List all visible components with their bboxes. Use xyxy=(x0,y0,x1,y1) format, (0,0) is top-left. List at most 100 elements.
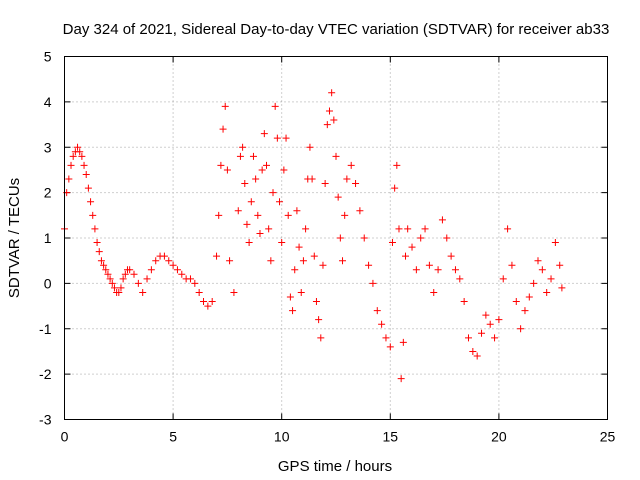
data-point xyxy=(447,252,455,260)
data-point xyxy=(382,334,390,342)
data-point xyxy=(89,211,97,219)
data-point xyxy=(543,288,551,296)
data-point xyxy=(321,180,329,188)
data-point xyxy=(402,252,410,260)
data-point xyxy=(221,102,229,110)
data-point xyxy=(293,207,301,215)
data-point xyxy=(67,161,75,169)
data-point xyxy=(378,320,386,328)
x-tick-label: 0 xyxy=(61,429,69,445)
x-tick-label: 10 xyxy=(274,429,290,445)
data-point xyxy=(121,270,129,278)
data-point xyxy=(249,152,257,160)
data-point xyxy=(102,266,110,274)
data-point xyxy=(295,243,303,251)
data-point xyxy=(299,257,307,265)
series-sdtvar xyxy=(61,89,566,383)
data-point xyxy=(91,225,99,233)
data-point xyxy=(434,266,442,274)
data-point xyxy=(521,307,529,315)
data-point xyxy=(223,166,231,174)
data-point xyxy=(186,275,194,283)
data-point xyxy=(84,184,92,192)
data-point xyxy=(119,275,127,283)
data-point xyxy=(412,266,420,274)
data-point xyxy=(464,334,472,342)
data-point xyxy=(315,316,323,324)
data-point xyxy=(76,148,84,156)
data-point xyxy=(430,288,438,296)
data-point xyxy=(512,298,520,306)
y-tick-label: 0 xyxy=(44,275,52,291)
data-point xyxy=(213,252,221,260)
data-point xyxy=(443,234,451,242)
y-tick-label: 1 xyxy=(44,230,52,246)
data-point xyxy=(217,161,225,169)
data-point xyxy=(356,207,364,215)
data-point xyxy=(265,225,273,233)
data-point xyxy=(230,288,238,296)
data-point xyxy=(173,266,181,274)
data-point xyxy=(252,175,260,183)
data-point xyxy=(325,107,333,115)
data-point xyxy=(65,175,73,183)
data-point xyxy=(317,334,325,342)
data-point xyxy=(495,316,503,324)
y-tick-label: 4 xyxy=(44,94,52,110)
data-point xyxy=(74,143,82,151)
data-point xyxy=(408,243,416,251)
data-point xyxy=(306,143,314,151)
data-point xyxy=(319,261,327,269)
data-point xyxy=(323,121,331,129)
y-tick-label: -2 xyxy=(39,366,52,382)
data-point xyxy=(160,252,168,260)
plot-frame xyxy=(64,56,608,420)
data-point xyxy=(239,143,247,151)
data-point xyxy=(530,279,538,287)
data-point xyxy=(404,225,412,233)
data-point xyxy=(360,234,368,242)
data-point xyxy=(80,161,88,169)
data-point xyxy=(200,298,208,306)
data-point xyxy=(178,270,186,278)
data-point xyxy=(208,298,216,306)
data-point xyxy=(460,298,468,306)
data-point xyxy=(482,311,490,319)
data-point xyxy=(219,125,227,133)
data-point xyxy=(262,161,270,169)
data-point xyxy=(386,343,394,351)
data-point xyxy=(451,266,459,274)
y-tick-label: 2 xyxy=(44,185,52,201)
data-point xyxy=(343,175,351,183)
data-point xyxy=(425,261,433,269)
data-point xyxy=(78,152,86,160)
data-point xyxy=(336,234,344,242)
data-point xyxy=(195,288,203,296)
data-point xyxy=(291,266,299,274)
data-point xyxy=(236,152,244,160)
data-point xyxy=(278,239,286,247)
data-point xyxy=(421,225,429,233)
data-point xyxy=(147,266,155,274)
data-point xyxy=(254,211,262,219)
data-point xyxy=(191,279,199,287)
data-point xyxy=(276,198,284,206)
data-point xyxy=(547,275,555,283)
data-point xyxy=(215,211,223,219)
data-point xyxy=(352,180,360,188)
data-point xyxy=(245,239,253,247)
data-point xyxy=(399,338,407,346)
data-point xyxy=(473,352,481,360)
y-tick-label: -3 xyxy=(39,412,52,428)
data-point xyxy=(332,152,340,160)
data-point xyxy=(126,266,134,274)
data-point xyxy=(95,248,103,256)
data-point xyxy=(469,347,477,355)
data-point xyxy=(256,229,264,237)
data-point xyxy=(339,257,347,265)
data-point xyxy=(271,102,279,110)
data-point xyxy=(115,288,123,296)
data-point xyxy=(551,239,559,247)
data-point xyxy=(517,325,525,333)
